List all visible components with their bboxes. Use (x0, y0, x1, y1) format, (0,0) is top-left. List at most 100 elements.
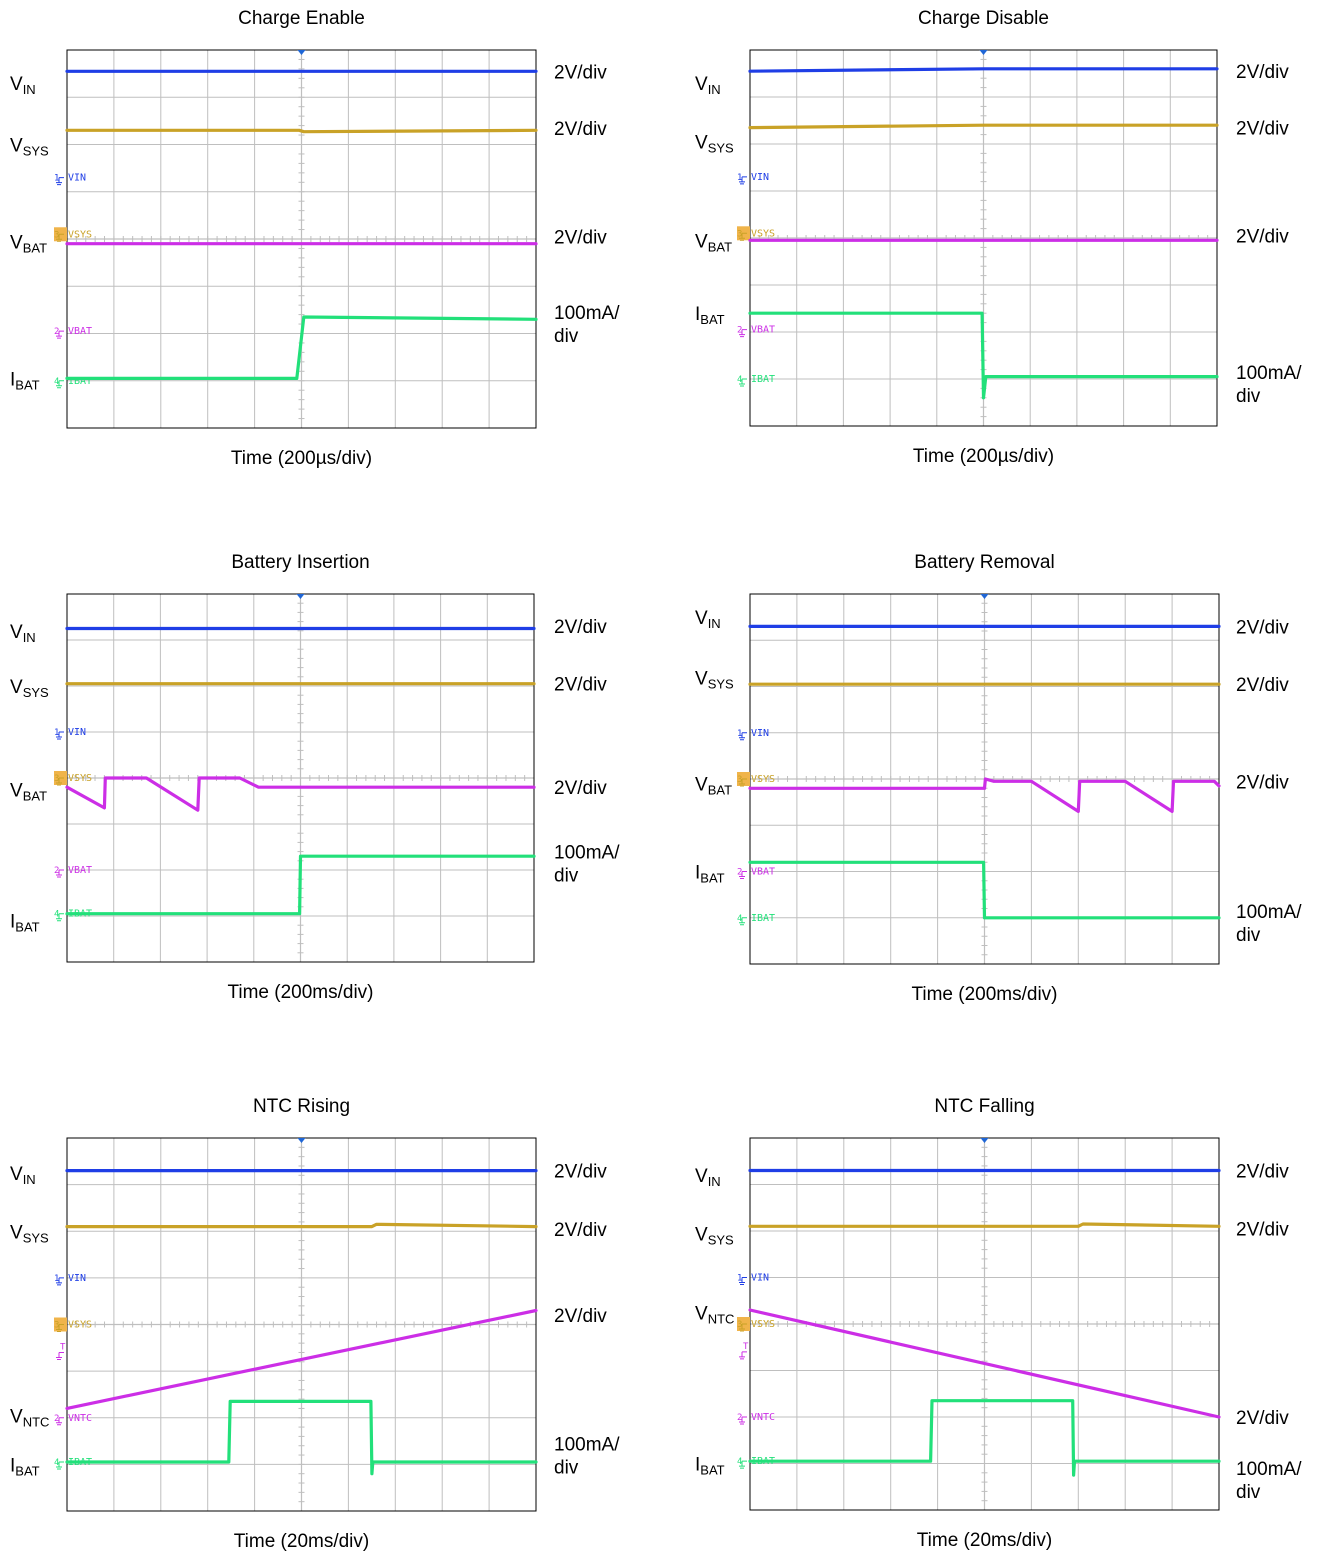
signal-label: VIN (695, 74, 721, 97)
trace-vsys (65, 128, 538, 134)
minor-ticks (66, 49, 537, 429)
channel-number: 1 (737, 1274, 742, 1284)
channel-number: 4 (737, 1457, 742, 1467)
channel-marker: 3 VSYS (737, 1317, 775, 1332)
x-axis-label: Time (200µs/div) (231, 448, 372, 469)
channel-number: 2 (54, 866, 59, 876)
channel-marker-label: VIN (68, 1273, 86, 1284)
ground-icon (56, 913, 64, 922)
signal-label-sub: BAT (700, 871, 724, 886)
channel-marker-label: VNTC (68, 1413, 92, 1424)
channel-number: 2 (54, 1414, 59, 1424)
channel-marker-label: VBAT (68, 326, 92, 337)
minor-ticks (66, 593, 535, 963)
ground-icon (56, 731, 64, 740)
trace-ibat (65, 315, 538, 380)
signal-label-main: V (695, 74, 708, 95)
scale-label: 2V/div (1236, 1162, 1289, 1183)
scale-label: 2V/div (1236, 1408, 1289, 1429)
signal-label-sub: SYS (23, 685, 49, 700)
channel-number: 1 (737, 729, 742, 739)
channel-number: 3 (737, 775, 742, 785)
scale-label-line: 2V/div (1236, 227, 1289, 248)
channel-number: 3 (54, 1321, 59, 1331)
scale-label-line: 2V/div (554, 119, 607, 140)
signal-label-main: V (695, 231, 708, 252)
scale-label-line: div (554, 1457, 579, 1478)
x-axis-label: Time (200ms/div) (227, 982, 373, 1003)
ground-icon (56, 1277, 64, 1286)
scale-label-line: 2V/div (554, 1220, 607, 1241)
chart-title: NTC Falling (934, 1096, 1034, 1117)
scale-label-line: 2V/div (1236, 1162, 1289, 1183)
channel-marker: 3 VSYS (737, 226, 775, 241)
ground-icon (739, 176, 747, 185)
chart-title: Charge Disable (918, 8, 1049, 29)
trace-vbat (65, 1308, 538, 1411)
scale-label: 2V/div (1236, 772, 1289, 793)
ground-icon (56, 1417, 64, 1426)
ground-icon (56, 869, 64, 878)
channel-tick: T (743, 1342, 749, 1352)
scale-label-line: 2V/div (554, 62, 607, 83)
ground-icon (739, 378, 747, 387)
signal-label-main: V (10, 677, 23, 698)
scale-label-line: 2V/div (554, 617, 607, 638)
channel-marker: 1 VIN (54, 173, 86, 186)
signal-label-sub: BAT (15, 920, 39, 935)
channel-number: 3 (737, 1320, 742, 1330)
channel-marker: 1 VIN (54, 1273, 86, 1286)
scale-label-line: 2V/div (1236, 772, 1289, 793)
signal-label-main: V (10, 781, 23, 802)
channel-marker: 1 VIN (737, 1273, 769, 1285)
scale-label: 2V/div (554, 1162, 607, 1183)
scale-label-line: div (1236, 925, 1261, 946)
channel-marker: 3 VSYS (54, 771, 92, 786)
trigger-marker-icon (980, 594, 989, 599)
channel-number: 4 (737, 375, 742, 385)
signal-label: VNTC (695, 1303, 734, 1326)
ground-icon (56, 1324, 64, 1332)
scale-label: 2V/div (554, 119, 607, 140)
channel-number: 2 (737, 326, 742, 336)
channel-marker-label: IBAT (751, 374, 775, 385)
signal-label-sub: IN (23, 1172, 36, 1187)
ground-icon (56, 1351, 64, 1360)
channel-marker-label: VSYS (751, 774, 775, 785)
chart-title: Charge Enable (238, 8, 365, 29)
scale-label-line: 2V/div (1236, 1408, 1289, 1429)
channel-marker-label: VBAT (751, 325, 775, 336)
channel-number: 2 (737, 868, 742, 878)
signal-label-main: V (10, 622, 23, 643)
scale-label: 2V/div (554, 1306, 607, 1327)
trigger-marker-icon (297, 1138, 306, 1143)
x-axis-label: Time (20ms/div) (234, 1531, 369, 1552)
channel-marker-label: VSYS (68, 773, 92, 784)
signal-label-main: V (695, 1166, 708, 1187)
channel-marker-label: IBAT (751, 913, 775, 924)
scale-label-line: 2V/div (554, 675, 607, 696)
channel-marker: T (56, 1342, 66, 1360)
signal-label-main: V (695, 608, 708, 629)
channel-marker-label: VIN (751, 1273, 769, 1284)
signal-label: VBAT (695, 775, 732, 798)
scale-label: 2V/div (554, 228, 607, 249)
ground-icon (739, 917, 747, 926)
minor-ticks (749, 593, 1220, 965)
scale-label-line: div (554, 326, 579, 347)
scale-label-line: 2V/div (554, 1162, 607, 1183)
channel-marker: 2 VBAT (54, 326, 92, 339)
channel-number: 2 (737, 1413, 742, 1423)
signal-label-main: V (10, 1406, 23, 1427)
signal-label: VSYS (10, 136, 49, 159)
trace-ibat (748, 860, 1221, 920)
scale-label-line: 100mA/ (1236, 902, 1302, 923)
chart-title: Battery Insertion (231, 552, 369, 573)
signal-label: VSYS (10, 677, 49, 700)
trace-vbat (65, 776, 536, 812)
signal-label-sub: BAT (15, 1463, 39, 1478)
signal-label-sub: IN (23, 82, 36, 97)
